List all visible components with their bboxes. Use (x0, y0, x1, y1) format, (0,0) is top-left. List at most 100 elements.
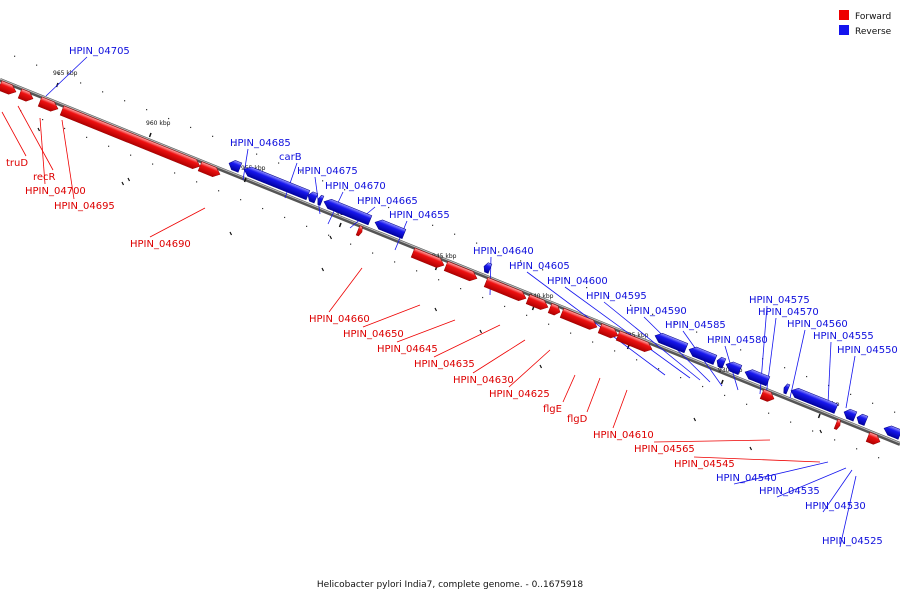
scale-dot (652, 313, 654, 315)
scale-dot (806, 375, 808, 378)
scale-dot (190, 126, 192, 129)
scale-dot (746, 403, 748, 405)
scale-dots (14, 55, 896, 459)
forward-gene (17, 88, 34, 102)
scale-dot (130, 154, 132, 156)
scale-dot (322, 180, 324, 182)
scale-dot (102, 91, 104, 93)
scale-mark (693, 417, 697, 422)
forward-gene (355, 225, 363, 237)
genome-backbone (0, 78, 900, 446)
scale-dot (520, 260, 522, 262)
scale-dot (394, 261, 396, 263)
scale-dot (306, 225, 308, 227)
tick-mark (817, 413, 821, 419)
reverse-gene (790, 387, 839, 414)
leader-line (564, 286, 691, 379)
forward-gene-label: truD (6, 158, 28, 169)
forward-gene-label: HPIN_04700 (25, 186, 86, 197)
scale-dot (42, 118, 44, 121)
scale-mark (749, 446, 753, 451)
leader-line (733, 461, 829, 485)
scale-dot (454, 233, 456, 235)
reverse-gene (843, 408, 858, 422)
scale-dot (146, 109, 148, 111)
forward-gene (410, 247, 445, 268)
reverse-gene (856, 413, 869, 426)
tick-label: 960 kbp (146, 120, 171, 127)
scale-dot (262, 207, 264, 210)
leader-line (827, 341, 832, 405)
reverse-gene (783, 383, 791, 395)
forward-gene (197, 161, 221, 178)
leader-line (822, 469, 853, 513)
forward-gene (559, 307, 598, 330)
scale-dot (542, 269, 544, 271)
reverse-gene-label: HPIN_04640 (473, 246, 534, 257)
scale-dot (674, 322, 676, 324)
reverse-gene-label: HPIN_04585 (665, 320, 726, 331)
leader-line (839, 475, 857, 548)
scale-mark (434, 307, 438, 312)
tick-mark (148, 132, 152, 138)
scale-dot (328, 234, 330, 236)
scale-dot (152, 163, 154, 165)
reverse-gene-label: HPIN_04605 (509, 261, 570, 272)
scale-dot (784, 367, 786, 369)
leader-line (39, 117, 46, 185)
scale-dot (168, 117, 170, 120)
scale-dot (724, 394, 726, 397)
scale-dot (460, 288, 462, 290)
scale-mark (127, 177, 131, 182)
scale-dot (526, 314, 528, 316)
reverse-gene-label: carB (279, 152, 302, 163)
reverse-gene-label: HPIN_04590 (626, 306, 687, 317)
reverse-gene-label: HPIN_04525 (822, 536, 883, 547)
reverse-gene-label: HPIN_04540 (716, 473, 777, 484)
scale-dot (80, 82, 82, 84)
forward-gene (833, 418, 841, 430)
scale-dot (284, 216, 286, 219)
reverse-gene-label: HPIN_04535 (759, 486, 820, 497)
reverse-gene (716, 356, 727, 369)
forward-gene-label: HPIN_04690 (130, 239, 191, 250)
scale-dot (344, 189, 346, 191)
forward-gene (615, 330, 653, 352)
forward-gene-label: HPIN_04695 (54, 201, 115, 212)
scale-dot (834, 439, 836, 441)
legend-forward-swatch (839, 10, 849, 20)
scale-dot (218, 190, 220, 192)
reverse-gene-label: HPIN_04685 (230, 138, 291, 149)
scale-dot (630, 304, 632, 306)
reverse-gene-label: HPIN_04705 (69, 46, 130, 57)
scale-dot (174, 172, 176, 174)
forward-gene (547, 303, 561, 316)
forward-gene (483, 277, 527, 301)
leader-line (61, 119, 75, 200)
forward-gene (525, 294, 549, 310)
gene-features (0, 80, 900, 445)
scale-dot (878, 457, 880, 459)
leader-line (845, 355, 856, 409)
scale-dot (64, 127, 66, 130)
forward-gene (37, 96, 59, 112)
forward-gene-label: HPIN_04660 (309, 314, 370, 325)
legend-reverse-label: Reverse (855, 27, 892, 37)
forward-gene-label: flgE (543, 404, 562, 415)
scale-dot (696, 331, 698, 333)
tick-label: 935 kbp (624, 332, 649, 339)
leader-line (765, 317, 777, 397)
reverse-gene (243, 166, 311, 201)
forward-gene-label: HPIN_04645 (377, 344, 438, 355)
scale-dot (476, 242, 478, 244)
reverse-gene-label: HPIN_04595 (586, 291, 647, 302)
forward-gene (597, 323, 619, 339)
leader-line (362, 304, 421, 328)
leader-line (396, 319, 456, 343)
leader-line (149, 207, 206, 238)
scale-dot (504, 305, 506, 308)
reverse-gene (688, 346, 718, 365)
leader-line (776, 467, 847, 498)
